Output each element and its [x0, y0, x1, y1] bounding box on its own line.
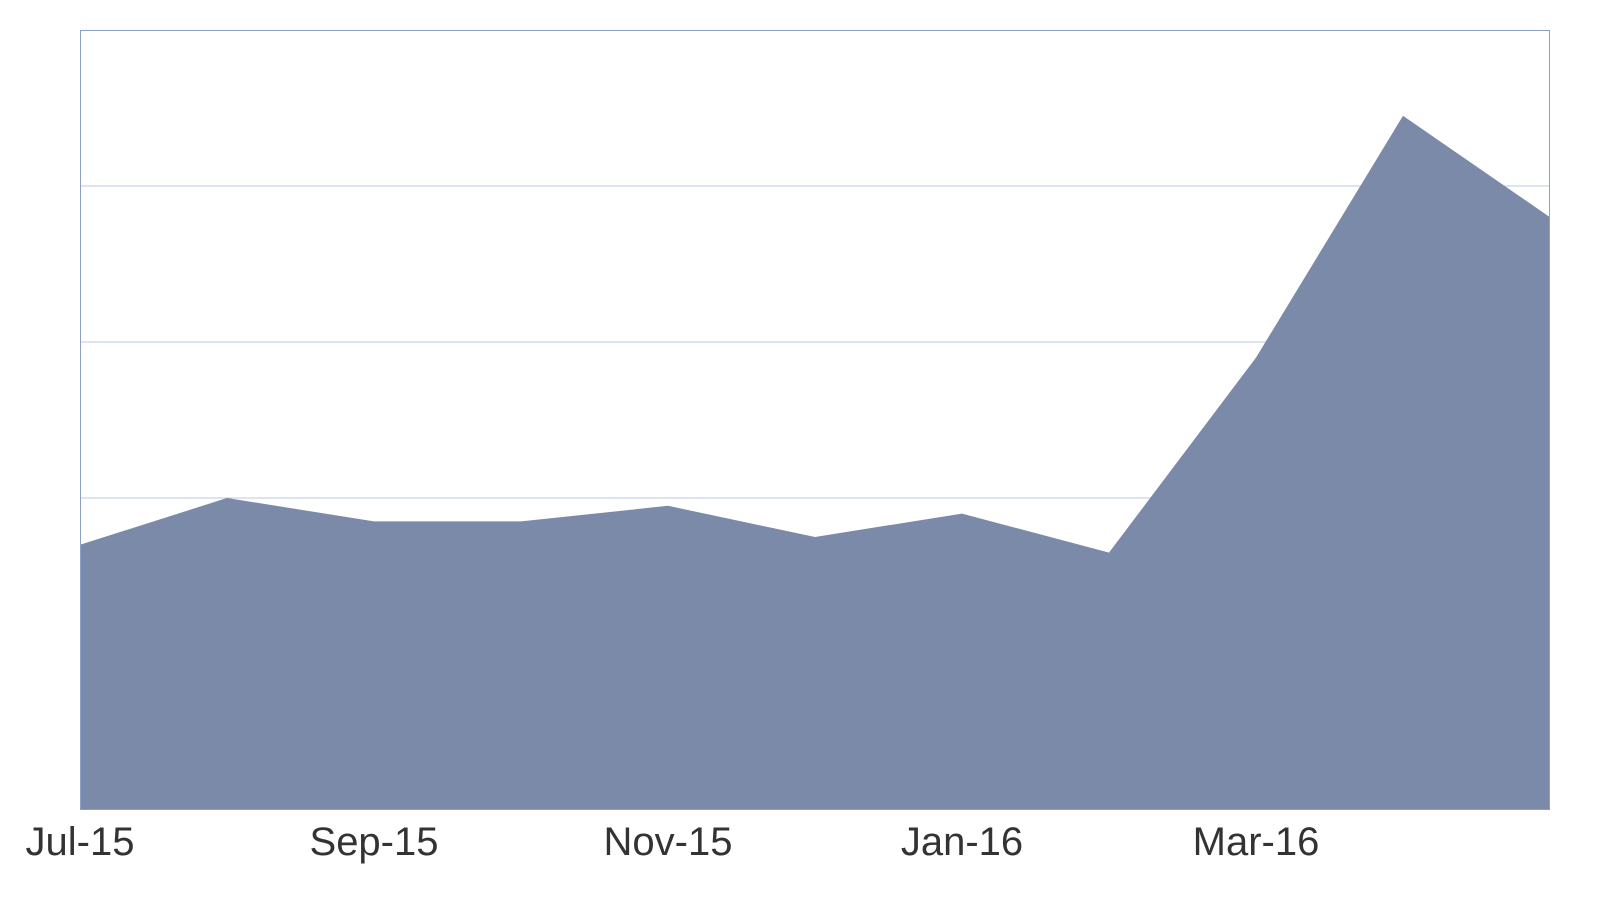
x-tick-label: Sep-15: [310, 820, 439, 865]
area-chart: [80, 30, 1550, 810]
x-tick-label: Nov-15: [604, 820, 733, 865]
x-tick-label: Jan-16: [901, 820, 1023, 865]
x-tick-label: Jul-15: [26, 820, 135, 865]
x-tick-label: Mar-16: [1193, 820, 1320, 865]
area-chart-svg: [80, 30, 1550, 810]
x-axis-labels: Jul-15Sep-15Nov-15Jan-16Mar-16: [80, 820, 1550, 880]
